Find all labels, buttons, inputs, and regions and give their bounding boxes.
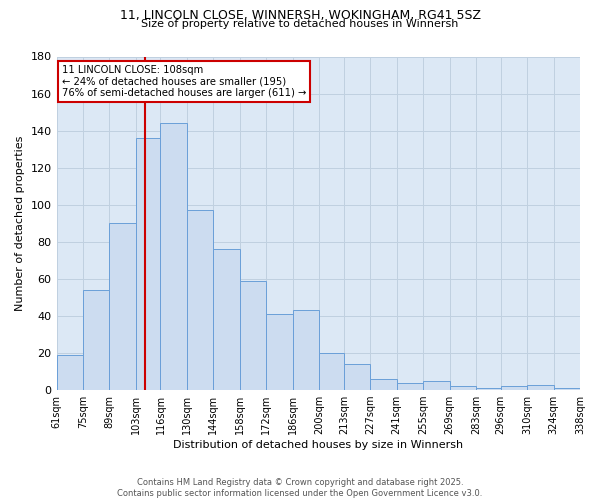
Bar [500, 386, 527, 390]
Bar [83, 290, 109, 390]
Bar [136, 138, 160, 390]
Y-axis label: Number of detached properties: Number of detached properties [15, 136, 25, 311]
Text: 11 LINCOLN CLOSE: 108sqm
← 24% of detached houses are smaller (195)
76% of semi-: 11 LINCOLN CLOSE: 108sqm ← 24% of detach… [62, 65, 306, 98]
Text: Size of property relative to detached houses in Winnersh: Size of property relative to detached ho… [142, 19, 458, 29]
Bar [160, 123, 187, 390]
Bar [187, 210, 214, 390]
Bar [397, 382, 423, 390]
Text: 11, LINCOLN CLOSE, WINNERSH, WOKINGHAM, RG41 5SZ: 11, LINCOLN CLOSE, WINNERSH, WOKINGHAM, … [119, 9, 481, 22]
Text: Contains HM Land Registry data © Crown copyright and database right 2025.
Contai: Contains HM Land Registry data © Crown c… [118, 478, 482, 498]
Bar [240, 280, 266, 390]
Bar [109, 224, 136, 390]
Bar [554, 388, 580, 390]
Bar [214, 249, 240, 390]
Bar [293, 310, 319, 390]
Bar [527, 384, 554, 390]
Bar [370, 379, 397, 390]
Bar [56, 355, 83, 390]
Bar [266, 314, 293, 390]
Bar [344, 364, 370, 390]
Bar [449, 386, 476, 390]
Bar [319, 353, 344, 390]
X-axis label: Distribution of detached houses by size in Winnersh: Distribution of detached houses by size … [173, 440, 463, 450]
Bar [423, 381, 449, 390]
Bar [476, 388, 500, 390]
